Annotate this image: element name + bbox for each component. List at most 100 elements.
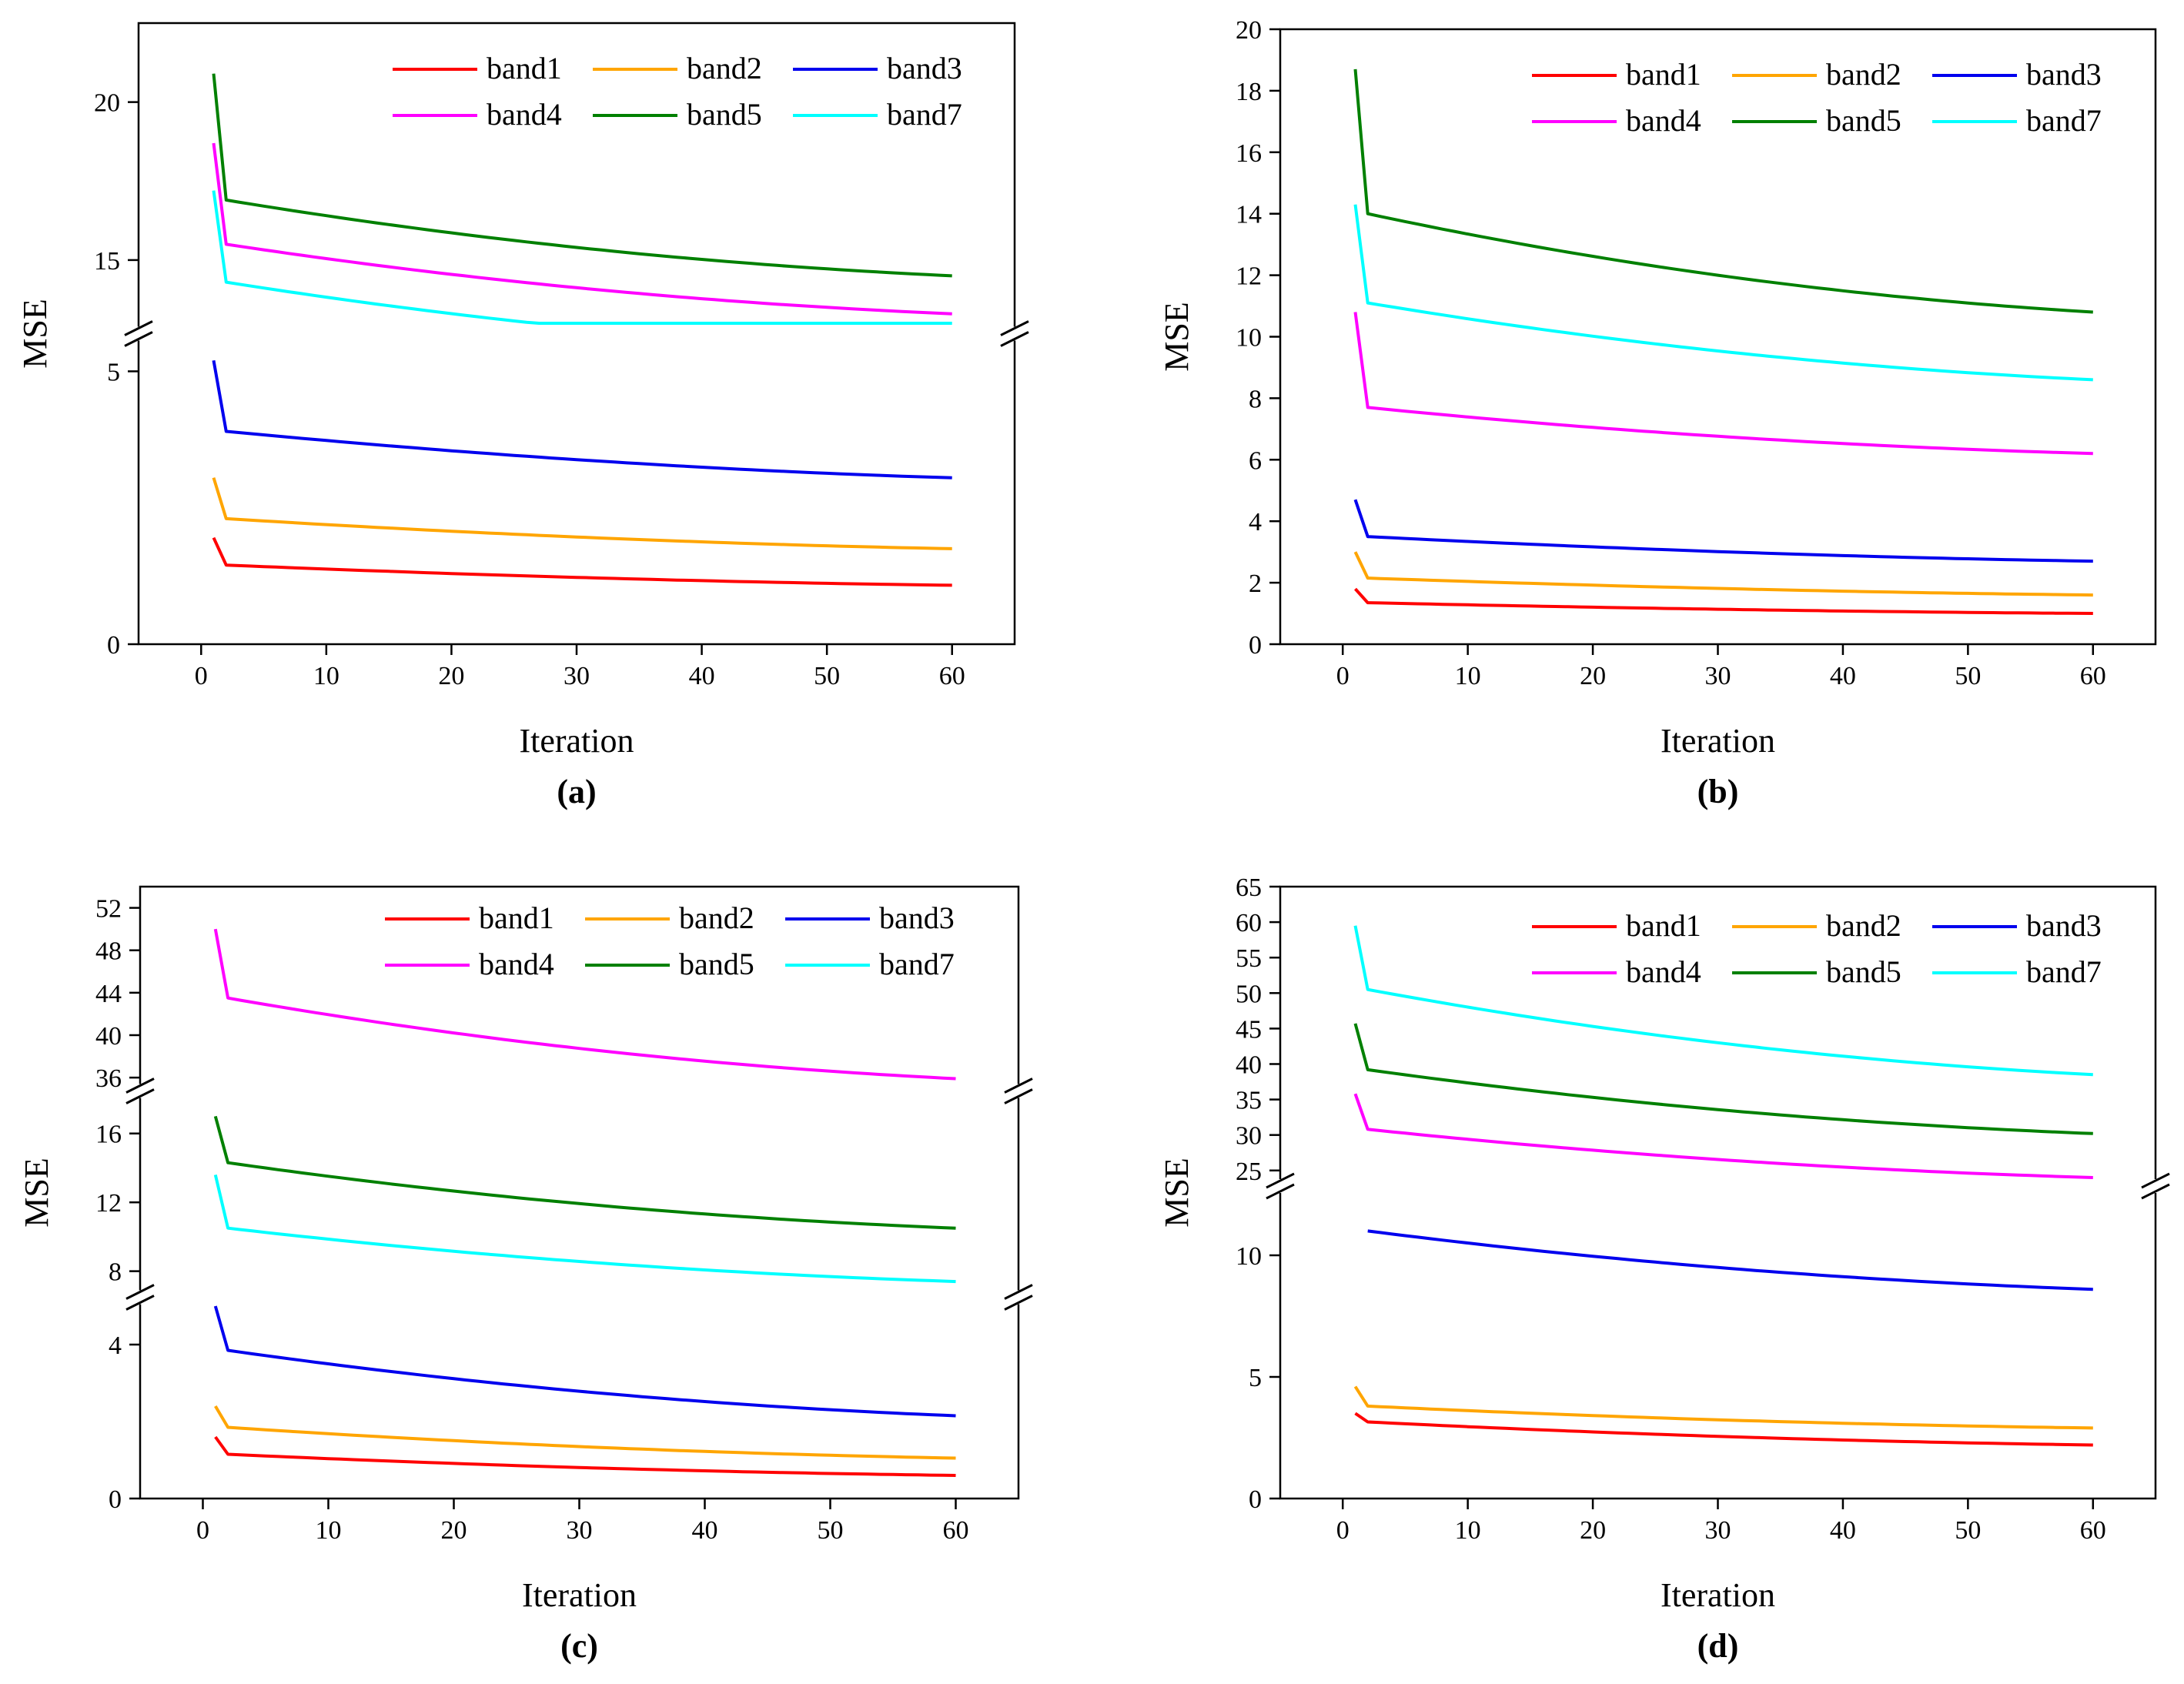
x-axis-title: Iteration	[519, 722, 634, 760]
y-tick-label: 35	[1236, 1087, 1262, 1115]
legend-label-band5: band5	[1826, 103, 1901, 138]
series-line-band2	[1353, 551, 2093, 597]
x-tick-label: 60	[2080, 662, 2106, 690]
legend-label-band5: band5	[687, 97, 762, 132]
series-line-band4	[1353, 312, 2093, 456]
series-line-band4	[1353, 1093, 2093, 1179]
y-tick-label: 16	[1236, 139, 1262, 168]
legend-label-band5: band5	[679, 947, 754, 981]
series-line-band7	[212, 190, 952, 325]
y-tick-label: 48	[95, 937, 122, 966]
x-tick-label: 0	[196, 1516, 209, 1545]
series-line-band5	[1353, 1023, 2093, 1135]
x-tick-label: 40	[1830, 1516, 1856, 1545]
y-axis-title: MSE	[16, 299, 54, 368]
axis-break-mark	[1266, 1183, 1295, 1200]
x-tick-label: 0	[195, 662, 208, 690]
y-tick-label: 10	[1236, 1242, 1262, 1271]
x-tick-label: 10	[316, 1516, 342, 1545]
x-tick-label: 30	[567, 1516, 593, 1545]
x-tick-label: 0	[1336, 1516, 1350, 1545]
x-tick-label: 10	[1455, 1516, 1481, 1545]
x-tick-label: 20	[441, 1516, 467, 1545]
chart-panel-d: 0 10 20 30 40 50 60 0 5 10 25 30 35 40 45 50 55 60 65 Itera…	[1158, 874, 2170, 1665]
panel-label: (b)	[1697, 773, 1739, 810]
series-line-band5	[213, 1115, 956, 1230]
series-line-band1	[214, 1435, 956, 1477]
y-tick-label: 14	[1236, 201, 1262, 229]
x-tick-label: 30	[1705, 1516, 1731, 1545]
chart-panel-b: 0 10 20 30 40 50 60 0 2 4 6 8 10 12 14 16 18 20 Iteration M…	[1158, 16, 2157, 810]
series-line-band3	[1353, 499, 2093, 563]
x-tick-label: 10	[313, 662, 339, 690]
y-tick-label: 5	[1249, 1364, 1262, 1392]
series-line-band3	[212, 359, 952, 479]
y-tick-label: 4	[109, 1331, 122, 1360]
series-line-band5	[1353, 68, 2093, 314]
panel-label: (d)	[1697, 1627, 1739, 1665]
series-line-band3	[1367, 1229, 2093, 1291]
x-tick-label: 50	[818, 1516, 844, 1545]
axis-break-mark	[1004, 1284, 1033, 1300]
y-tick-label: 2	[1249, 570, 1262, 598]
chart-panel-a: 0 10 20 30 40 50 60 0 5 15 20 Iteration MSE (a) band1 b…	[16, 22, 1029, 810]
legend-label-band4: band4	[1626, 954, 1701, 989]
axis-break-gap	[1005, 1084, 1032, 1098]
legend-label-band1: band1	[1626, 908, 1701, 943]
axis-break-gap	[1266, 1179, 1294, 1193]
y-tick-label: 8	[1249, 385, 1262, 413]
legend-label-band4: band4	[1626, 103, 1701, 138]
axis-break-mark	[1004, 1078, 1033, 1094]
axis-break-mark	[1000, 331, 1029, 347]
series-line-band1	[1354, 1412, 2093, 1447]
series-line-band4	[212, 142, 952, 316]
series-line-band3	[213, 1305, 956, 1418]
y-tick-label: 40	[95, 1022, 122, 1051]
y-tick-label: 0	[1249, 1485, 1262, 1514]
series-line-band2	[212, 477, 952, 550]
y-tick-label: 0	[107, 631, 120, 660]
legend-label-band3: band3	[879, 900, 955, 935]
legend-label-band1: band1	[479, 900, 554, 935]
legend-label-band2: band2	[687, 51, 762, 85]
axis-break-mark	[1000, 320, 1029, 336]
axis-break-gap	[126, 1084, 154, 1098]
axis-break-mark	[125, 1284, 155, 1300]
y-tick-label: 44	[95, 980, 122, 1008]
series-line-band4	[213, 928, 956, 1081]
x-tick-label: 60	[939, 662, 965, 690]
axis-break-mark	[1004, 1295, 1033, 1311]
y-tick-label: 20	[1236, 16, 1262, 45]
axis-break-gap	[2142, 1179, 2169, 1193]
y-tick-label: 5	[107, 358, 120, 386]
series-line-band7	[213, 1174, 956, 1284]
series-line-band1	[212, 536, 952, 587]
x-tick-label: 40	[1830, 662, 1856, 690]
x-tick-label: 30	[1705, 662, 1731, 690]
axis-break-gap	[1005, 1290, 1032, 1305]
legend-label-band5: band5	[1826, 954, 1901, 989]
y-axis-title: MSE	[1158, 302, 1196, 371]
y-tick-label: 6	[1249, 446, 1262, 475]
x-tick-label: 50	[1955, 1516, 1981, 1545]
series-line-band7	[1353, 925, 2093, 1077]
panel-label: (c)	[560, 1627, 598, 1665]
x-tick-label: 20	[1580, 662, 1606, 690]
legend-label-band1: band1	[487, 51, 562, 85]
legend-label-band2: band2	[1826, 908, 1901, 943]
axis-break-mark	[2141, 1183, 2170, 1200]
axis-break-mark	[1004, 1088, 1033, 1104]
legend-label-band7: band7	[2026, 103, 2102, 138]
y-tick-label: 12	[95, 1189, 122, 1218]
y-tick-label: 16	[95, 1121, 122, 1149]
legend-label-band4: band4	[479, 947, 554, 981]
y-tick-label: 30	[1236, 1122, 1262, 1151]
x-tick-label: 60	[943, 1516, 969, 1545]
y-tick-label: 25	[1236, 1158, 1262, 1186]
y-tick-label: 45	[1236, 1015, 1262, 1044]
series-line-band5	[212, 73, 952, 278]
y-tick-label: 20	[94, 89, 120, 118]
series-line-band2	[214, 1405, 956, 1460]
y-tick-label: 12	[1236, 262, 1262, 291]
